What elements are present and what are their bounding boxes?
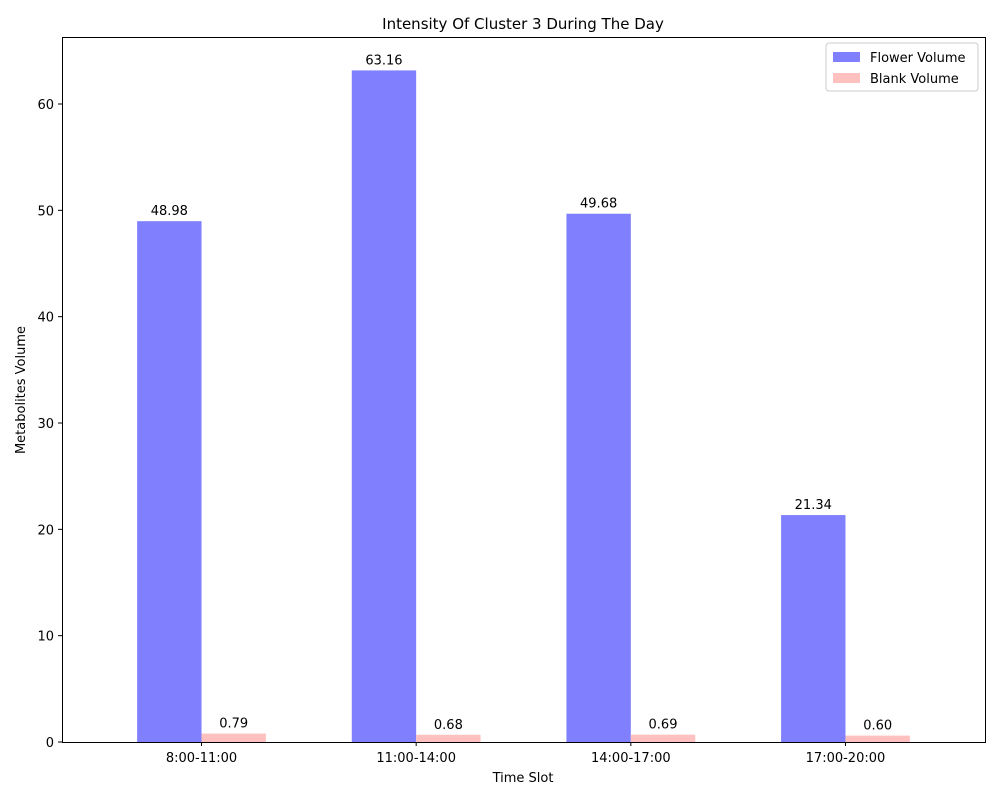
bar-blank-1 — [416, 734, 481, 742]
x-tick-label-1: 11:00-14:00 — [376, 751, 456, 766]
x-tick-label-0: 8:00-11:00 — [166, 751, 237, 766]
bars-layer — [137, 70, 910, 743]
bar-flower-0 — [137, 221, 202, 743]
plot-frame — [62, 37, 986, 743]
legend-swatch-0 — [833, 52, 860, 62]
data-label-blank-0: 0.79 — [219, 717, 248, 732]
x-axis-label: Time Slot — [492, 771, 554, 786]
legend: Flower Volume Blank Volume — [825, 42, 979, 92]
ticks-layer: 8:00-11:00 11:00-14:00 14:00-17:00 17:00-20… — [37, 98, 885, 766]
bar-blank-2 — [630, 734, 696, 742]
bar-flower-3 — [781, 515, 846, 742]
y-tick-label-4: 40 — [37, 311, 54, 326]
data-label-blank-2: 0.69 — [649, 718, 678, 733]
y-tick-label-5: 50 — [37, 204, 54, 219]
legend-swatch-1 — [833, 73, 860, 83]
x-tick-label-2: 14:00-17:00 — [591, 751, 671, 766]
chart-title: Intensity Of Cluster 3 During The Day — [382, 15, 664, 33]
data-label-flower-2: 49.68 — [580, 197, 617, 212]
bar-blank-0 — [201, 733, 266, 742]
legend-label-1: Blank Volume — [870, 72, 959, 87]
data-label-flower-0: 48.98 — [151, 204, 188, 219]
bar-blank-3 — [845, 735, 910, 742]
data-label-blank-1: 0.68 — [434, 718, 463, 733]
y-tick-label-1: 10 — [37, 630, 54, 645]
bar-flower-2 — [566, 213, 631, 742]
legend-label-0: Flower Volume — [870, 51, 966, 66]
legend-box — [825, 42, 979, 92]
data-labels-layer: 48.98 63.16 49.68 21.34 0.79 0.68 0.69 0.60 — [151, 53, 892, 733]
bar-flower-1 — [351, 70, 417, 742]
x-tick-label-3: 17:00-20:00 — [806, 751, 886, 766]
y-tick-label-2: 20 — [37, 523, 54, 538]
y-tick-label-6: 60 — [37, 98, 54, 113]
y-tick-label-0: 0 — [46, 736, 54, 751]
y-axis-label: Metabolites Volume — [14, 326, 29, 454]
data-label-blank-3: 0.60 — [863, 719, 892, 734]
y-tick-label-3: 30 — [37, 417, 54, 432]
data-label-flower-1: 63.16 — [365, 53, 402, 68]
data-label-flower-3: 21.34 — [795, 498, 832, 513]
